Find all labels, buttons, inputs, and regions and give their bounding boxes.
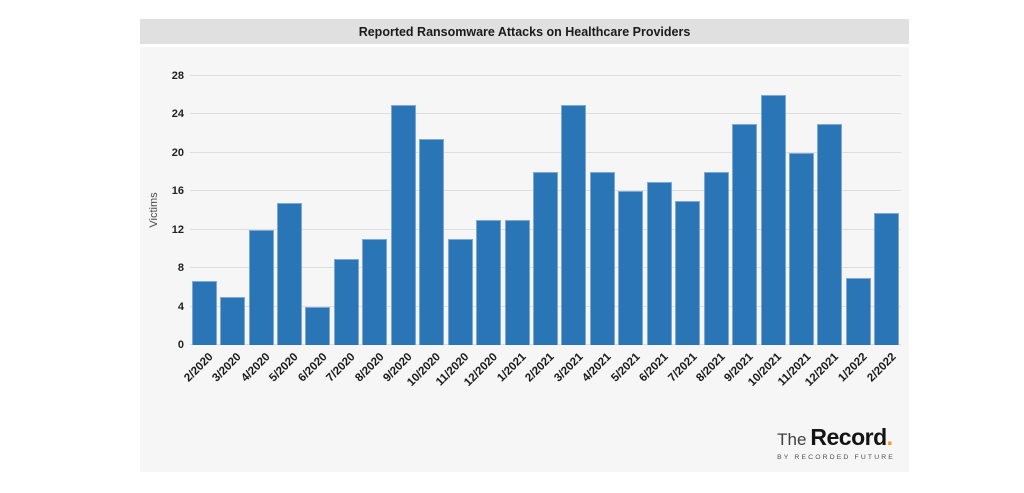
y-tick-label: 4 — [177, 300, 184, 313]
chart-title: Reported Ransomware Attacks on Healthcar… — [358, 24, 691, 39]
chart-body: Victims 0 4 8 12 16 20 24 28 2/2020 3/2020 4/2020… — [140, 47, 909, 472]
logo-the: The — [777, 430, 807, 449]
chart-card: Reported Ransomware Attacks on Healthcar… — [140, 19, 909, 472]
logo-period: . — [886, 424, 894, 450]
bar — [390, 104, 416, 345]
bar — [191, 280, 217, 345]
bar — [419, 139, 445, 345]
x-tick-label: 1/2021 — [495, 351, 529, 385]
y-tick-label: 12 — [171, 223, 184, 236]
bar — [504, 220, 530, 345]
bar — [703, 172, 729, 345]
chart-title-bar: Reported Ransomware Attacks on Healthcar… — [140, 19, 909, 44]
bar — [476, 220, 502, 345]
plot-area — [190, 75, 901, 345]
y-tick-label: 16 — [171, 185, 184, 198]
bar — [760, 95, 786, 345]
y-tick-label: 0 — [177, 339, 184, 351]
card-gap — [140, 44, 909, 47]
x-tick-label: 8/2021 — [694, 351, 728, 385]
x-tick-label: 4/2021 — [580, 351, 614, 385]
logo-record: Record — [810, 424, 887, 450]
x-tick-label: 6/2020 — [296, 351, 330, 385]
bar — [362, 239, 388, 345]
bar — [675, 200, 701, 345]
bar — [817, 124, 843, 345]
y-tick-label: 8 — [177, 262, 184, 275]
bar — [845, 277, 871, 345]
gridline — [190, 151, 901, 153]
x-tick-label: 7/2021 — [665, 351, 700, 385]
bar — [646, 181, 672, 345]
bar — [788, 152, 814, 345]
y-tick-label: 28 — [171, 70, 184, 82]
x-tick-label: 1/2022 — [836, 351, 870, 385]
x-tick-label: 2/2022 — [864, 351, 899, 385]
x-tick-label: 2/2021 — [523, 351, 557, 385]
bar — [333, 258, 359, 345]
bar — [589, 172, 615, 345]
bar — [447, 239, 473, 345]
bar — [220, 296, 246, 345]
x-tick-label: 5/2021 — [608, 351, 643, 385]
bar — [277, 202, 303, 345]
x-tick-label: 8/2020 — [352, 351, 387, 385]
x-tick-label: 6/2021 — [637, 351, 671, 385]
bar — [532, 172, 558, 345]
x-tick-label: 5/2020 — [267, 351, 302, 385]
x-tick-label: 3/2020 — [210, 351, 245, 385]
bar — [305, 306, 331, 345]
y-tick-label: 20 — [171, 146, 184, 159]
x-tick-label: 7/2020 — [324, 351, 358, 385]
x-tick-label: 3/2021 — [552, 351, 586, 385]
bar — [248, 229, 274, 345]
gridline — [190, 113, 901, 115]
bar — [618, 191, 644, 345]
x-tick-label: 2/2020 — [182, 351, 216, 385]
logo-tagline: BY RECORDED FUTURE — [777, 454, 895, 461]
logo-wordmark: The Record. — [777, 425, 895, 453]
gridline — [190, 75, 901, 76]
bar — [874, 213, 900, 345]
bar — [561, 104, 587, 345]
bar — [732, 124, 758, 345]
y-tick-label: 24 — [171, 108, 184, 121]
the-record-logo: The Record. BY RECORDED FUTURE — [777, 425, 895, 461]
y-axis-tick-labels: 0 4 8 12 16 20 24 28 — [140, 70, 184, 351]
x-tick-label: 4/2020 — [239, 351, 273, 385]
